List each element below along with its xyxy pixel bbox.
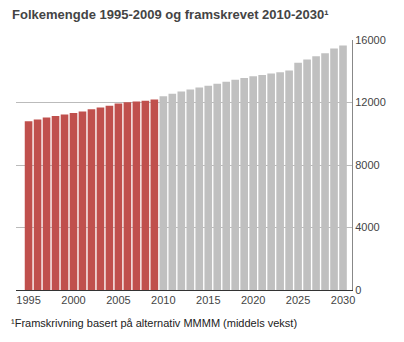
svg-text:12000: 12000 xyxy=(355,96,386,108)
svg-text:0: 0 xyxy=(355,284,361,296)
svg-text:2010: 2010 xyxy=(151,294,175,306)
svg-text:2015: 2015 xyxy=(196,294,220,306)
svg-text:16000: 16000 xyxy=(355,34,386,46)
svg-text:¹Framskrivning basert på alter: ¹Framskrivning basert på alternativ MMMM… xyxy=(11,317,297,329)
svg-text:8000: 8000 xyxy=(355,159,379,171)
svg-text:4000: 4000 xyxy=(355,221,379,233)
svg-text:2020: 2020 xyxy=(241,294,265,306)
svg-text:2005: 2005 xyxy=(106,294,130,306)
svg-text:2025: 2025 xyxy=(286,294,310,306)
svg-text:2030: 2030 xyxy=(331,294,355,306)
svg-text:2000: 2000 xyxy=(61,294,85,306)
svg-text:Folkemengde 1995-2009 og frams: Folkemengde 1995-2009 og framskrevet 201… xyxy=(12,7,329,22)
svg-text:1995: 1995 xyxy=(16,294,40,306)
